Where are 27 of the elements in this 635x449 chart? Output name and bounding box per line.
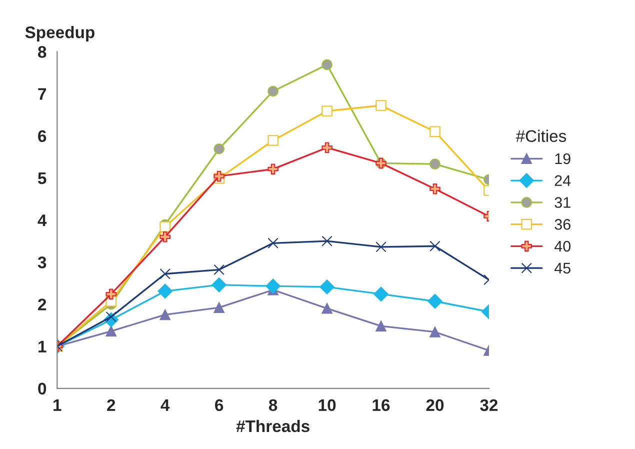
y-axis-title: Speedup — [25, 26, 94, 42]
y-tick-label: 6 — [38, 130, 46, 142]
y-tick-label: 5 — [38, 172, 46, 184]
x-axis-title: #Threads — [236, 420, 310, 432]
x-tick-label: 32 — [480, 399, 498, 412]
x-tick-label: 4 — [160, 399, 170, 411]
y-tick-label: 7 — [38, 88, 46, 100]
x-tick-label: 8 — [268, 399, 278, 412]
y-tick-label: 2 — [38, 298, 46, 310]
legend-label: 19 — [555, 153, 570, 164]
legend-label: 31 — [554, 197, 570, 208]
y-tick-label: 8 — [38, 46, 46, 58]
x-tick-label: 10 — [318, 399, 336, 412]
y-tick-label: 0 — [38, 382, 46, 395]
legend-label: 24 — [554, 175, 571, 186]
y-tick-label: 1 — [38, 340, 46, 352]
legend-label: 40 — [554, 240, 571, 252]
x-tick-label: 6 — [215, 399, 224, 412]
legend-label: 45 — [554, 262, 570, 274]
x-tick-label: 1 — [54, 399, 62, 411]
x-tick-label: 16 — [372, 399, 390, 412]
x-tick-label: 20 — [426, 399, 444, 412]
x-tick-label: 2 — [107, 399, 116, 411]
legend-label: 36 — [554, 218, 570, 230]
legend-title: #Cities — [516, 130, 566, 142]
y-tick-label: 4 — [38, 214, 47, 226]
y-tick-label: 3 — [38, 256, 46, 268]
